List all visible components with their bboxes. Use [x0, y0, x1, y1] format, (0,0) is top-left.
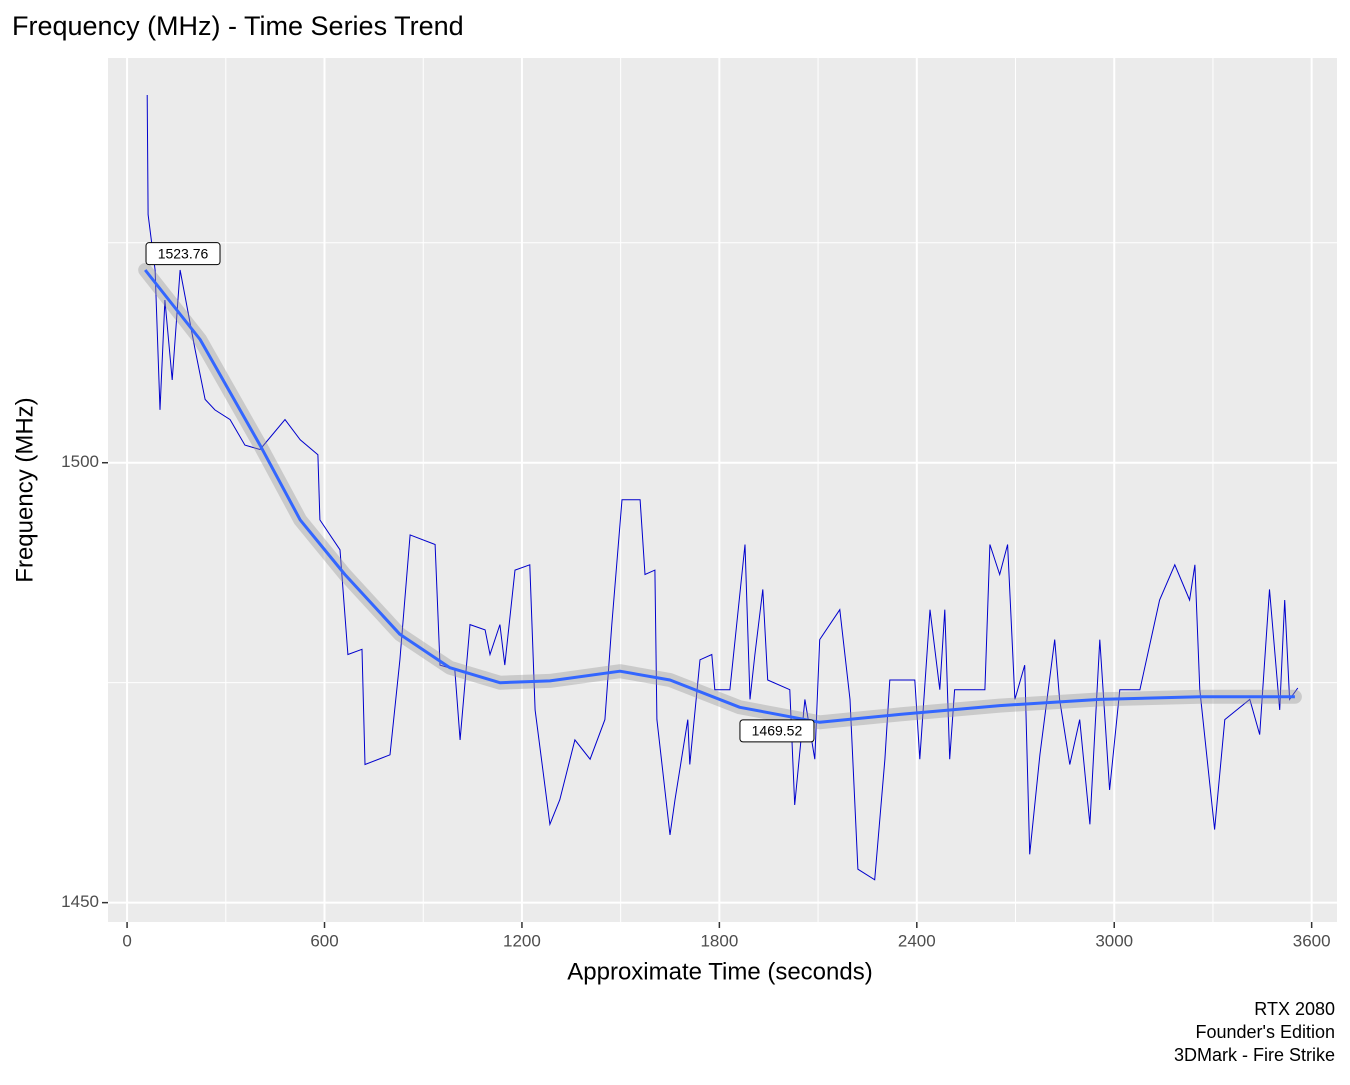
- y-tick-label: 1500: [61, 452, 99, 471]
- annotation-label: 1469.52: [752, 723, 803, 739]
- y-tick-label: 1450: [61, 892, 99, 911]
- x-tick-label: 1800: [700, 931, 738, 950]
- caption: Founder's Edition: [1195, 1022, 1335, 1042]
- x-tick-label: 0: [122, 931, 131, 950]
- x-tick-label: 600: [310, 931, 338, 950]
- x-tick-label: 1200: [503, 931, 541, 950]
- y-axis-title: Frequency (MHz): [11, 397, 38, 582]
- annotation-box: [145, 242, 221, 266]
- x-tick-label: 3600: [1293, 931, 1331, 950]
- annotation-box: [739, 719, 815, 743]
- plot-area: 1523.76 1469.52: [138, 94, 1302, 881]
- trend-line: [144, 269, 1295, 724]
- x-tick-label: 3000: [1095, 931, 1133, 950]
- caption: RTX 2080: [1254, 999, 1335, 1019]
- axes: 0 600 1200 1800 2400 3000 3600 1450 1500: [61, 452, 1330, 950]
- data-line: [146, 94, 1299, 881]
- x-tick-label: 2400: [898, 931, 936, 950]
- annotation-label: 1523.76: [158, 245, 209, 261]
- caption: 3DMark - Fire Strike: [1174, 1045, 1335, 1065]
- grid: [108, 58, 1337, 922]
- panel: [108, 58, 1337, 922]
- chart-title: Frequency (MHz) - Time Series Trend: [12, 11, 464, 41]
- x-axis-title: Approximate Time (seconds): [567, 958, 872, 985]
